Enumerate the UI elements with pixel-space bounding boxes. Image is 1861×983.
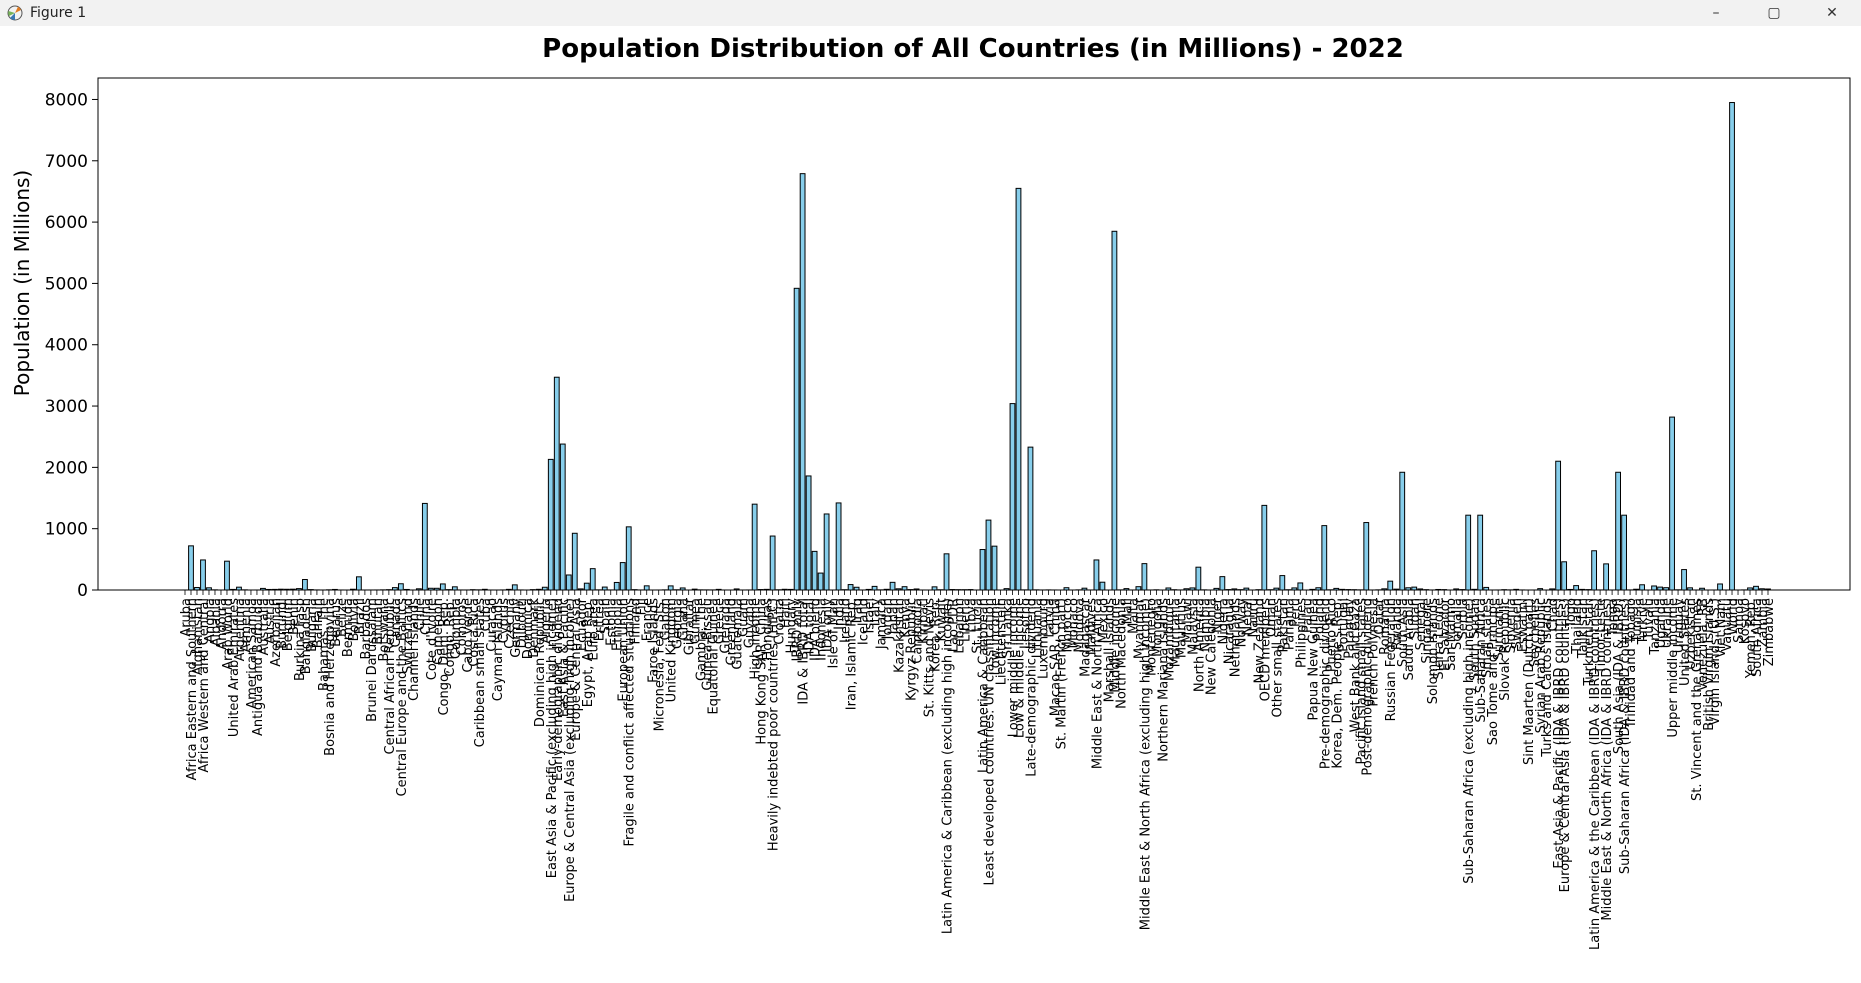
bar bbox=[1112, 231, 1117, 590]
bar bbox=[980, 550, 985, 590]
bar bbox=[1754, 586, 1759, 590]
x-tick-label: Zimbabwe bbox=[1762, 598, 1777, 666]
bar bbox=[189, 546, 194, 590]
bar bbox=[356, 577, 361, 590]
y-tick-label: 0 bbox=[77, 581, 88, 601]
bar bbox=[560, 444, 565, 590]
bar bbox=[584, 583, 589, 590]
bar bbox=[422, 503, 427, 590]
bar bbox=[626, 527, 631, 590]
bar bbox=[644, 586, 649, 590]
bar bbox=[848, 585, 853, 590]
bar bbox=[1094, 560, 1099, 590]
bar bbox=[1682, 570, 1687, 590]
bar bbox=[1388, 581, 1393, 590]
bar bbox=[1322, 526, 1327, 590]
bar bbox=[1280, 576, 1285, 590]
y-tick-label: 1000 bbox=[45, 520, 88, 540]
bar bbox=[1670, 417, 1675, 590]
bar bbox=[1616, 472, 1621, 590]
bar-chart: Population Distribution of All Countries… bbox=[0, 26, 1861, 979]
bar bbox=[1400, 472, 1405, 590]
bar bbox=[1622, 515, 1627, 590]
bar bbox=[836, 503, 841, 590]
y-axis-label: Population (in Millions) bbox=[10, 170, 34, 396]
bar bbox=[1220, 577, 1225, 590]
bar bbox=[668, 586, 673, 590]
bar bbox=[225, 561, 230, 590]
bar bbox=[512, 585, 517, 590]
bar bbox=[1010, 404, 1015, 590]
minimize-button[interactable]: – bbox=[1687, 0, 1745, 26]
bar bbox=[1262, 505, 1267, 590]
bar bbox=[1592, 551, 1597, 590]
window-title: Figure 1 bbox=[30, 5, 86, 21]
y-tick-label: 3000 bbox=[45, 397, 88, 417]
bar bbox=[201, 560, 206, 590]
window-titlebar: Figure 1 – ▢ ✕ bbox=[0, 0, 1861, 26]
bar bbox=[1196, 567, 1201, 590]
y-tick-label: 8000 bbox=[45, 90, 88, 110]
y-tick-label: 4000 bbox=[45, 336, 88, 356]
bar bbox=[812, 551, 817, 590]
close-button[interactable]: ✕ bbox=[1803, 0, 1861, 26]
bar bbox=[1100, 582, 1105, 590]
bar bbox=[1466, 515, 1471, 590]
y-tick-label: 2000 bbox=[45, 458, 88, 478]
bar bbox=[944, 554, 949, 590]
bar bbox=[590, 569, 595, 590]
bar bbox=[1478, 515, 1483, 590]
y-axis: 0 1000 2000 3000 4000 5000 6000 7000 8000 bbox=[45, 90, 98, 601]
bar bbox=[752, 504, 757, 590]
bar bbox=[1298, 583, 1303, 590]
plot-frame bbox=[98, 78, 1850, 590]
bar bbox=[1730, 103, 1735, 590]
bar bbox=[566, 575, 571, 590]
bar bbox=[554, 377, 559, 590]
bar bbox=[1562, 562, 1567, 590]
bar bbox=[1640, 585, 1645, 590]
bar bbox=[1718, 584, 1723, 590]
bar bbox=[890, 582, 895, 590]
y-tick-label: 7000 bbox=[45, 152, 88, 172]
bar bbox=[1574, 586, 1579, 590]
bar bbox=[1028, 447, 1033, 590]
bars-group bbox=[183, 103, 1771, 590]
bar bbox=[872, 586, 877, 590]
window-controls: – ▢ ✕ bbox=[1687, 0, 1861, 26]
bar bbox=[398, 584, 403, 590]
bar bbox=[1556, 461, 1561, 590]
bar bbox=[303, 580, 308, 590]
y-tick-label: 5000 bbox=[45, 274, 88, 294]
bar bbox=[986, 520, 991, 590]
y-tick-label: 6000 bbox=[45, 213, 88, 233]
bar bbox=[620, 563, 625, 590]
bar bbox=[440, 584, 445, 590]
bar bbox=[824, 514, 829, 590]
chart-title: Population Distribution of All Countries… bbox=[542, 34, 1404, 64]
bar bbox=[794, 288, 799, 590]
bar bbox=[806, 476, 811, 590]
bar bbox=[1016, 188, 1021, 590]
bar bbox=[1142, 564, 1147, 590]
bar bbox=[1364, 523, 1369, 590]
bar bbox=[548, 459, 553, 590]
bar bbox=[800, 174, 805, 590]
bar bbox=[614, 582, 619, 590]
bar bbox=[818, 573, 823, 590]
bar bbox=[572, 533, 577, 590]
bar bbox=[770, 536, 775, 590]
figure-canvas: Population Distribution of All Countries… bbox=[0, 26, 1861, 979]
bar bbox=[1604, 564, 1609, 590]
matplotlib-app-icon bbox=[6, 4, 24, 22]
maximize-button[interactable]: ▢ bbox=[1745, 0, 1803, 26]
bar bbox=[1652, 586, 1657, 590]
bar bbox=[992, 546, 997, 590]
